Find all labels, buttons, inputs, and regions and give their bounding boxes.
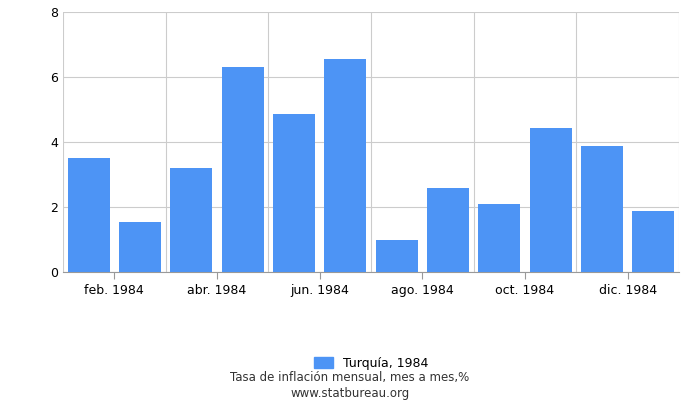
- Legend: Turquía, 1984: Turquía, 1984: [309, 352, 433, 375]
- Bar: [581, 146, 623, 272]
- Bar: [170, 168, 212, 272]
- Bar: [119, 222, 161, 272]
- Text: Tasa de inflación mensual, mes a mes,%: Tasa de inflación mensual, mes a mes,%: [230, 372, 470, 384]
- Bar: [530, 128, 572, 272]
- Bar: [478, 204, 520, 272]
- Bar: [632, 211, 674, 272]
- Bar: [222, 67, 264, 272]
- Text: www.statbureau.org: www.statbureau.org: [290, 388, 410, 400]
- Bar: [376, 240, 418, 272]
- Bar: [324, 59, 366, 272]
- Bar: [273, 114, 315, 272]
- Bar: [427, 188, 469, 272]
- Bar: [68, 158, 110, 272]
